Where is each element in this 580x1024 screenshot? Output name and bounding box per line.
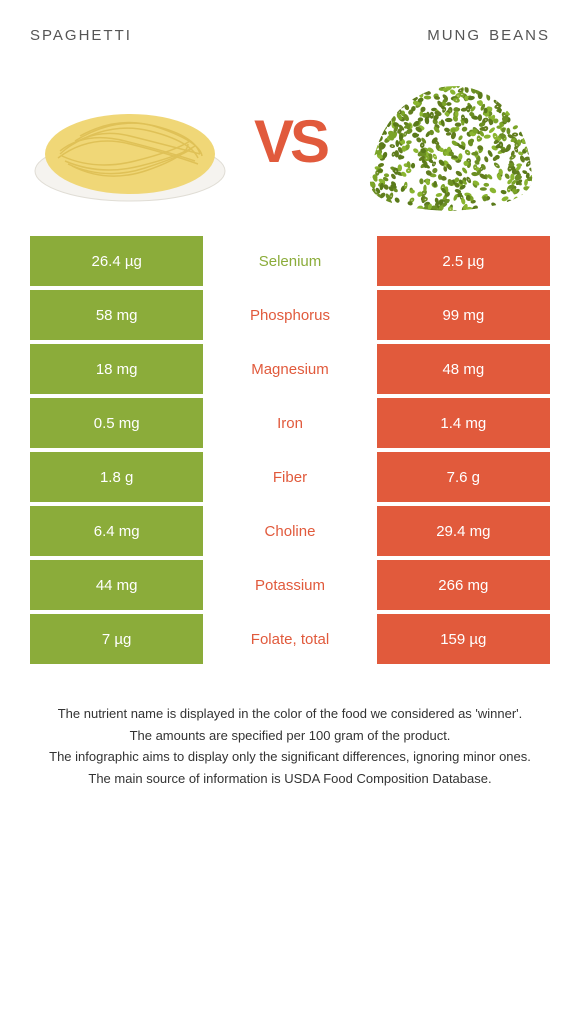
nutrient-name: Potassium bbox=[203, 560, 376, 610]
right-value: 48 mg bbox=[377, 344, 550, 394]
left-value: 26.4 µg bbox=[30, 236, 203, 286]
right-title: mung beans bbox=[427, 20, 550, 46]
nutrient-row: 7 µgFolate, total159 µg bbox=[30, 614, 550, 664]
nutrient-table: 26.4 µgSelenium2.5 µg58 mgPhosphorus99 m… bbox=[30, 236, 550, 664]
nutrient-name: Selenium bbox=[203, 236, 376, 286]
left-value: 18 mg bbox=[30, 344, 203, 394]
spaghetti-image bbox=[30, 76, 230, 206]
nutrient-name: Folate, total bbox=[203, 614, 376, 664]
mung-beans-image bbox=[350, 76, 550, 206]
nutrient-name: Fiber bbox=[203, 452, 376, 502]
nutrient-row: 18 mgMagnesium48 mg bbox=[30, 344, 550, 394]
footnote-line: The main source of information is USDA F… bbox=[40, 769, 540, 789]
left-value: 6.4 mg bbox=[30, 506, 203, 556]
nutrient-name: Magnesium bbox=[203, 344, 376, 394]
images-row: VS bbox=[30, 76, 550, 206]
nutrient-row: 44 mgPotassium266 mg bbox=[30, 560, 550, 610]
right-value: 2.5 µg bbox=[377, 236, 550, 286]
right-value: 266 mg bbox=[377, 560, 550, 610]
nutrient-row: 0.5 mgIron1.4 mg bbox=[30, 398, 550, 448]
footnote-line: The amounts are specified per 100 gram o… bbox=[40, 726, 540, 746]
footnote-line: The nutrient name is displayed in the co… bbox=[40, 704, 540, 724]
right-value: 99 mg bbox=[377, 290, 550, 340]
nutrient-row: 58 mgPhosphorus99 mg bbox=[30, 290, 550, 340]
left-value: 7 µg bbox=[30, 614, 203, 664]
right-value: 7.6 g bbox=[377, 452, 550, 502]
left-value: 0.5 mg bbox=[30, 398, 203, 448]
titles-row: spaghetti mung beans bbox=[30, 20, 550, 46]
right-value: 29.4 mg bbox=[377, 506, 550, 556]
nutrient-name: Iron bbox=[203, 398, 376, 448]
footnotes: The nutrient name is displayed in the co… bbox=[30, 704, 550, 788]
nutrient-name: Phosphorus bbox=[203, 290, 376, 340]
right-value: 159 µg bbox=[377, 614, 550, 664]
left-title: spaghetti bbox=[30, 20, 132, 46]
left-value: 44 mg bbox=[30, 560, 203, 610]
left-value: 1.8 g bbox=[30, 452, 203, 502]
right-value: 1.4 mg bbox=[377, 398, 550, 448]
nutrient-row: 6.4 mgCholine29.4 mg bbox=[30, 506, 550, 556]
nutrient-row: 26.4 µgSelenium2.5 µg bbox=[30, 236, 550, 286]
nutrient-row: 1.8 gFiber7.6 g bbox=[30, 452, 550, 502]
footnote-line: The infographic aims to display only the… bbox=[40, 747, 540, 767]
nutrient-name: Choline bbox=[203, 506, 376, 556]
left-value: 58 mg bbox=[30, 290, 203, 340]
vs-text: VS bbox=[254, 107, 326, 176]
